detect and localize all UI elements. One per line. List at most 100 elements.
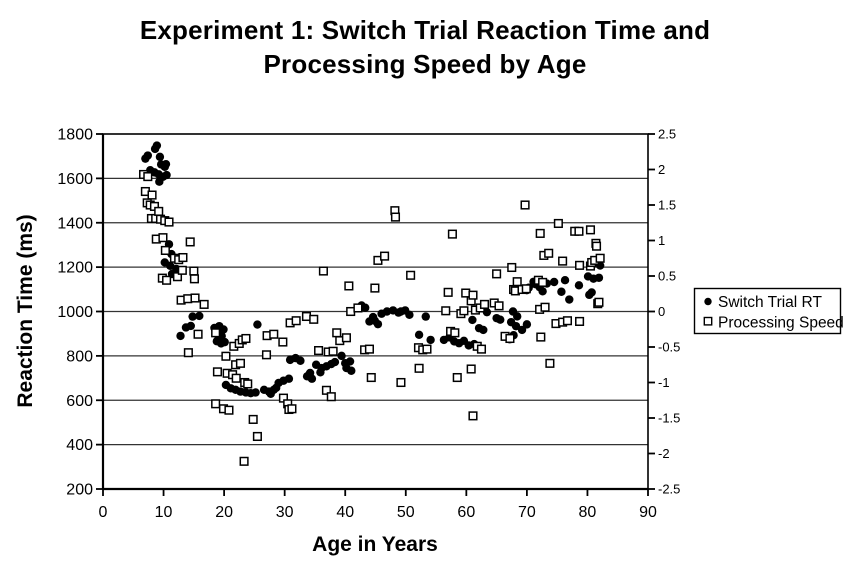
rt-data-point bbox=[219, 325, 228, 334]
rt-data-point bbox=[347, 366, 356, 375]
right-tick-label: -2 bbox=[658, 446, 670, 461]
ps-data-point bbox=[466, 364, 476, 374]
ps-data-point bbox=[269, 329, 279, 339]
ps-data-point bbox=[243, 379, 253, 389]
ps-data-point bbox=[380, 251, 390, 261]
ps-data-point bbox=[507, 262, 517, 273]
ps-data-point bbox=[443, 287, 453, 297]
rt-data-point bbox=[496, 315, 505, 324]
left-tick-label: 1200 bbox=[57, 260, 93, 277]
ps-data-point bbox=[326, 392, 336, 402]
right-tick-label: -0.5 bbox=[658, 340, 680, 355]
rt-data-point bbox=[522, 320, 532, 329]
ps-data-point bbox=[536, 332, 546, 342]
rt-data-point bbox=[330, 357, 340, 367]
ps-data-point bbox=[211, 399, 221, 409]
legend-filled-circle-icon bbox=[704, 297, 712, 306]
rt-data-point bbox=[421, 312, 430, 321]
ps-data-point bbox=[545, 358, 555, 368]
ps-data-point bbox=[287, 404, 297, 414]
ps-data-point bbox=[291, 316, 301, 326]
right-tick-label: 1.5 bbox=[658, 198, 676, 213]
right-tick-label: 0.5 bbox=[658, 269, 676, 284]
rt-data-point bbox=[195, 311, 204, 321]
series-processing-speed bbox=[139, 169, 605, 466]
ps-data-point bbox=[544, 248, 554, 258]
left-tick-label: 1000 bbox=[57, 304, 93, 321]
ps-data-point bbox=[353, 303, 363, 313]
left-tick-label: 800 bbox=[66, 348, 93, 365]
x-tick-label: 20 bbox=[215, 504, 233, 521]
rt-data-point bbox=[482, 307, 492, 317]
left-tick-label: 1600 bbox=[57, 171, 93, 188]
ps-data-point bbox=[452, 372, 462, 383]
ps-data-point bbox=[154, 206, 164, 216]
ps-data-point bbox=[248, 414, 258, 424]
right-tick-label: 2 bbox=[658, 162, 665, 177]
rt-data-point bbox=[251, 388, 260, 397]
rt-data-point bbox=[511, 321, 521, 331]
ps-data-point bbox=[261, 350, 272, 360]
ps-data-point bbox=[158, 233, 168, 243]
rt-data-point bbox=[307, 374, 317, 383]
rt-data-point bbox=[517, 325, 527, 335]
ps-data-point bbox=[278, 337, 288, 347]
rt-data-point bbox=[549, 277, 559, 287]
ps-data-point bbox=[172, 272, 183, 282]
ps-data-point bbox=[211, 328, 221, 338]
rt-data-point bbox=[468, 315, 477, 325]
ps-data-point bbox=[476, 344, 487, 354]
ps-data-point bbox=[370, 283, 380, 293]
left-tick-label: 400 bbox=[66, 437, 93, 454]
ps-data-point bbox=[520, 200, 530, 210]
ps-data-point bbox=[535, 228, 545, 238]
ps-data-point bbox=[414, 363, 424, 373]
right-tick-label: -2.5 bbox=[658, 482, 680, 497]
x-tick-label: 60 bbox=[457, 504, 475, 521]
rt-data-point bbox=[560, 276, 570, 285]
ps-data-point bbox=[562, 316, 573, 326]
rt-data-point bbox=[220, 337, 229, 347]
right-axis-ticks: 2.5 2 1.5 1 0.5 0 -0.5 -1 -1.5 -2 -2.5 bbox=[648, 127, 680, 497]
ps-data-point bbox=[558, 256, 568, 266]
ps-data-point bbox=[164, 217, 174, 227]
rt-data-point bbox=[152, 141, 162, 150]
x-axis-ticks: 0 10 20 30 40 50 60 70 80 90 bbox=[99, 489, 657, 521]
ps-data-point bbox=[591, 241, 602, 251]
ps-data-point bbox=[177, 265, 187, 275]
ps-data-point bbox=[189, 266, 199, 276]
right-tick-label: -1 bbox=[658, 375, 670, 390]
ps-data-point bbox=[160, 245, 170, 255]
right-tick-label: 0 bbox=[658, 304, 665, 319]
ps-data-point bbox=[505, 333, 515, 344]
ps-data-point bbox=[468, 411, 478, 421]
rt-data-point bbox=[414, 330, 424, 339]
legend-label-switch-trial-rt: Switch Trial RT bbox=[718, 294, 822, 311]
rt-data-point bbox=[513, 312, 522, 321]
ps-data-point bbox=[221, 351, 231, 361]
left-tick-label: 1400 bbox=[57, 215, 93, 232]
x-tick-label: 10 bbox=[155, 504, 173, 521]
x-tick-label: 40 bbox=[336, 504, 354, 521]
rt-data-point bbox=[574, 281, 584, 290]
rt-data-point bbox=[176, 331, 185, 341]
ps-data-point bbox=[231, 373, 241, 383]
rt-data-point bbox=[594, 273, 604, 282]
ps-data-point bbox=[314, 346, 324, 356]
rt-data-point bbox=[373, 319, 383, 329]
ps-data-point bbox=[366, 372, 376, 383]
ps-data-point bbox=[538, 277, 548, 287]
rt-data-point bbox=[162, 170, 171, 180]
ps-data-point bbox=[301, 311, 312, 322]
x-tick-label: 0 bbox=[99, 504, 108, 521]
left-tick-label: 200 bbox=[66, 482, 93, 499]
rt-data-point bbox=[426, 335, 435, 345]
rt-data-point bbox=[186, 321, 196, 331]
ps-data-point bbox=[450, 328, 460, 338]
ps-data-point bbox=[162, 275, 172, 285]
ps-data-point bbox=[344, 281, 354, 291]
right-tick-label: 2.5 bbox=[658, 127, 676, 142]
rt-data-point bbox=[565, 295, 574, 304]
x-axis-label: Age in Years bbox=[312, 533, 438, 556]
ps-data-point bbox=[199, 299, 209, 309]
